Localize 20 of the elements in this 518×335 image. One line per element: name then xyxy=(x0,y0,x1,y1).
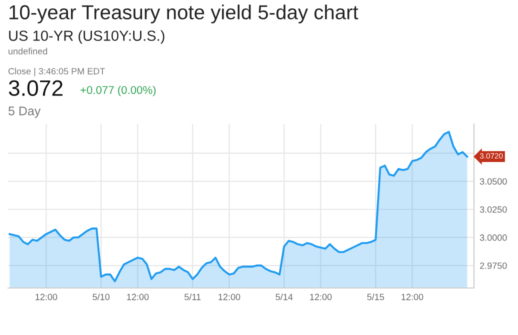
x-tick-label: 12:00 xyxy=(218,294,240,300)
text: Close | 3:46:05 PM EDT xyxy=(8,68,105,76)
x-tick-label: 5/10 xyxy=(92,294,110,300)
x-tick-label: 5/15 xyxy=(367,294,384,300)
text: +0.077 (0.00%) xyxy=(80,86,156,96)
y-tick-label: 3.0000 xyxy=(480,234,507,241)
y-tick-label: 3.0250 xyxy=(480,206,507,213)
y-tick-label: 3.0500 xyxy=(480,178,507,185)
chart-title: 10-year Treasury note yield 5-day chart xyxy=(10,4,358,24)
text: undefined xyxy=(8,48,48,54)
text: 5 Day xyxy=(8,106,41,118)
x-tick-label: 12:00 xyxy=(127,294,149,300)
x-tick-label: 12:00 xyxy=(36,294,58,300)
x-tick-label: 12:00 xyxy=(402,294,424,300)
chart-subtitle: US 10-YR (US10Y:U.S.) xyxy=(9,30,164,44)
text: 3.072 xyxy=(8,80,62,96)
x-tick-label: 12:00 xyxy=(310,294,332,300)
x-tick-label: 5/11 xyxy=(184,294,201,300)
y-tick-label: 2.9750 xyxy=(480,262,507,269)
x-tick-label: 5/14 xyxy=(276,294,293,300)
